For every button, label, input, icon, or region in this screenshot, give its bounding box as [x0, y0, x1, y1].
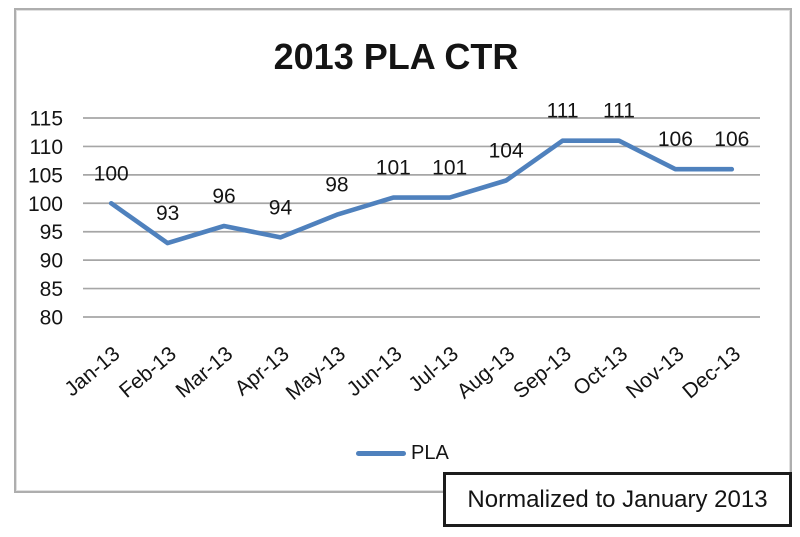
x-axis-label: Oct-13 [569, 342, 632, 400]
data-point-label: 100 [94, 162, 129, 185]
data-point-label: 111 [603, 100, 635, 123]
y-axis-tick-label: 110 [30, 136, 63, 159]
x-axis-label: Feb-13 [115, 342, 181, 402]
chart-title: 2013 PLA CTR [273, 36, 519, 77]
y-axis-tick-label: 85 [40, 278, 63, 301]
x-axis-label: May-13 [282, 342, 350, 405]
y-axis-tick-label: 100 [28, 193, 63, 216]
normalization-note-box: Normalized to January 2013 [443, 472, 792, 527]
x-axis-label: Sep-13 [509, 342, 576, 403]
pla-series-line [108, 138, 735, 246]
x-axis-label: Aug-13 [453, 342, 520, 403]
pla-series-swatch-icon [356, 451, 406, 456]
data-point-label: 98 [325, 174, 348, 197]
x-axis-label: Jan-13 [60, 342, 124, 401]
chart-frame [14, 8, 792, 493]
data-point-label: 101 [432, 157, 467, 180]
data-point-label: 104 [489, 140, 524, 163]
legend: PLA [356, 442, 449, 465]
x-axis-label: Nov-13 [622, 342, 689, 403]
y-axis-tick-label: 105 [28, 164, 63, 187]
data-point-label: 106 [658, 128, 693, 151]
data-point-label: 101 [376, 157, 411, 180]
x-axis-label: Mar-13 [172, 342, 238, 402]
data-point-label: 96 [212, 185, 235, 208]
y-axis-tick-label: 90 [40, 250, 63, 273]
y-axis-tick-label: 80 [40, 307, 63, 330]
x-axis-label: Dec-13 [678, 342, 745, 403]
data-point-label: 94 [269, 196, 293, 219]
data-point-label: 93 [156, 202, 179, 225]
y-axis-tick-label: 115 [30, 108, 63, 131]
legend-label: PLA [411, 442, 449, 464]
x-axis-label: Jun-13 [343, 342, 407, 401]
data-point-label: 111 [547, 100, 579, 123]
y-axis-tick-label: 95 [40, 221, 63, 244]
data-point-label: 106 [714, 128, 749, 151]
